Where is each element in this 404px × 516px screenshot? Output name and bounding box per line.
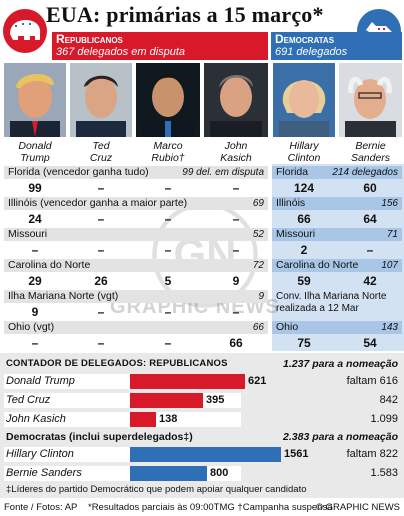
bar-label: Bernie Sanders: [6, 467, 82, 479]
rep-delegate-value: 66: [229, 336, 243, 350]
rep-delegate-value: –: [164, 181, 172, 195]
state-row-label-dem: Ohio 143: [272, 321, 402, 334]
dem-counter-title: Democratas (inclui superdelegados‡): [6, 431, 193, 443]
rep-delegate-value: 29: [28, 274, 42, 288]
rep-delegate-value: –: [232, 243, 240, 257]
footer-credit: © GRAPHIC NEWS: [315, 502, 400, 513]
candidate-name: John Kasich: [220, 140, 252, 164]
state-row-label-dem: Illinóis 156: [272, 197, 402, 210]
bar-remaining: 1.099: [370, 413, 398, 425]
delegate-bar: [130, 374, 245, 389]
dem-delegate-value: 54: [363, 336, 377, 350]
rep-counter-title: Contador de Delegados: Republicanos: [6, 358, 228, 369]
rep-delegate-value: –: [97, 305, 105, 319]
bar-track: [4, 412, 241, 427]
rep-delegate-value: 5: [164, 274, 172, 288]
dem-delegate-value: 124: [293, 181, 315, 195]
superdelegate-note: ‡Líderes do partido Democrático que pode…: [6, 484, 307, 495]
bar-remaining: 842: [379, 394, 398, 406]
rep-delegate-value: 24: [28, 212, 42, 226]
footer: Fonte / Fotos: AP *Resultados parciais à…: [0, 500, 404, 516]
republicans-delegates: 367 delegados em disputa: [56, 46, 186, 58]
democrats-header: Democratas 691 delegados: [271, 32, 402, 60]
bar-label: Ted Cruz: [6, 394, 51, 406]
bar-value: 138: [159, 413, 178, 425]
candidate-name: Donald Trump: [18, 140, 52, 164]
state-row-label-rep: Florida (vencedor ganha tudo) 99 del. em …: [4, 166, 268, 179]
rep-delegate-value: –: [97, 212, 105, 226]
title-bar: EUA: primárias a 15 março*: [0, 0, 404, 53]
bar-remaining: faltam 822: [346, 448, 398, 460]
dem-delegate-value: 64: [363, 212, 377, 226]
rep-delegate-value: –: [97, 243, 105, 257]
rep-delegate-value: 9: [31, 305, 39, 319]
dem-results-panel: [272, 164, 404, 351]
state-row-label-rep: Ohio (vgt) 66: [4, 321, 268, 334]
rep-delegate-value: 9: [232, 274, 240, 288]
dem-delegate-value: 59: [297, 274, 311, 288]
dem-delegate-value: 75: [297, 336, 311, 350]
bar-value: 1561: [284, 448, 309, 460]
bar-remaining: 1.583: [370, 467, 398, 479]
footer-notes: *Resultados parciais às 09:00TMG †Campan…: [88, 502, 333, 513]
dem-delegate-value: 60: [363, 181, 377, 195]
rep-delegate-value: –: [232, 181, 240, 195]
delegate-bar: [130, 466, 207, 481]
state-row-label-dem: Missouri 71: [272, 228, 402, 241]
state-row-label-dem: Carolina do Norte 107: [272, 259, 402, 272]
bar-label: Donald Trump: [6, 375, 75, 387]
rep-delegate-value: 99: [28, 181, 42, 195]
bar-label: John Kasich: [6, 413, 66, 425]
candidate-name: Marco Rubio†: [151, 140, 185, 164]
photo-kasich: [204, 63, 268, 137]
photo-cruz: [70, 63, 132, 137]
dem-delegate-value: 42: [363, 274, 377, 288]
rep-delegate-value: 26: [94, 274, 108, 288]
photo-clinton: [273, 63, 335, 137]
photo-sanders: [339, 63, 402, 137]
state-row-label-rep: Carolina do Norte 72: [4, 259, 268, 272]
state-row-label-rep: Missouri 52: [4, 228, 268, 241]
state-row-label-rep: Illinóis (vencedor ganha a maior parte) 6…: [4, 197, 268, 210]
footer-source: Fonte / Fotos: AP: [4, 502, 78, 513]
candidate-name: Bernie Sanders: [350, 140, 391, 164]
dem-state-note: Conv. Ilha Mariana Norte realizada a 12 …: [276, 291, 387, 314]
democrats-delegates: 691 delegados: [275, 46, 348, 58]
dem-delegate-value: 66: [297, 212, 311, 226]
rep-delegate-value: –: [97, 181, 105, 195]
state-row-label-dem: Florida 214 delegados: [272, 166, 402, 179]
rep-delegate-value: –: [97, 336, 105, 350]
rep-delegate-value: –: [164, 305, 172, 319]
dem-delegate-value: –: [366, 243, 374, 257]
bar-value: 395: [206, 394, 225, 406]
bar-value: 621: [248, 375, 267, 387]
bar-value: 800: [210, 467, 229, 479]
dem-delegate-value: 2: [300, 243, 308, 257]
republicans-label: Republicanos: [56, 32, 123, 46]
candidate-name: Ted Cruz: [89, 140, 113, 164]
rep-delegate-value: –: [164, 336, 172, 350]
delegate-bar: [130, 447, 281, 462]
republicans-header: Republicanos 367 delegados em disputa: [52, 32, 268, 60]
rep-delegate-value: –: [164, 212, 172, 226]
rep-results-panel: [0, 164, 270, 351]
rep-delegate-value: –: [31, 243, 39, 257]
republican-elephant-logo: [3, 9, 47, 53]
bar-label: Hillary Clinton: [6, 448, 74, 460]
bar-remaining: faltam 616: [346, 375, 398, 387]
candidate-name: Hillary Clinton: [287, 140, 321, 164]
rep-delegate-value: –: [31, 336, 39, 350]
rep-delegate-value: –: [232, 212, 240, 226]
delegate-bar: [130, 393, 203, 408]
page-title: EUA: primárias a 15 março*: [46, 2, 324, 27]
rep-delegate-value: –: [164, 243, 172, 257]
dem-needed: 2.383 para a nomeação: [283, 431, 398, 443]
democrats-label: Democratas: [275, 32, 335, 46]
photo-trump: [4, 63, 66, 137]
rep-delegate-value: –: [232, 305, 240, 319]
photo-rubio: [136, 63, 200, 137]
state-row-label-rep: Ilha Mariana Norte (vgt) 9: [4, 290, 268, 303]
rep-needed: 1.237 para a nomeação: [283, 358, 398, 370]
delegate-bar: [130, 412, 156, 427]
